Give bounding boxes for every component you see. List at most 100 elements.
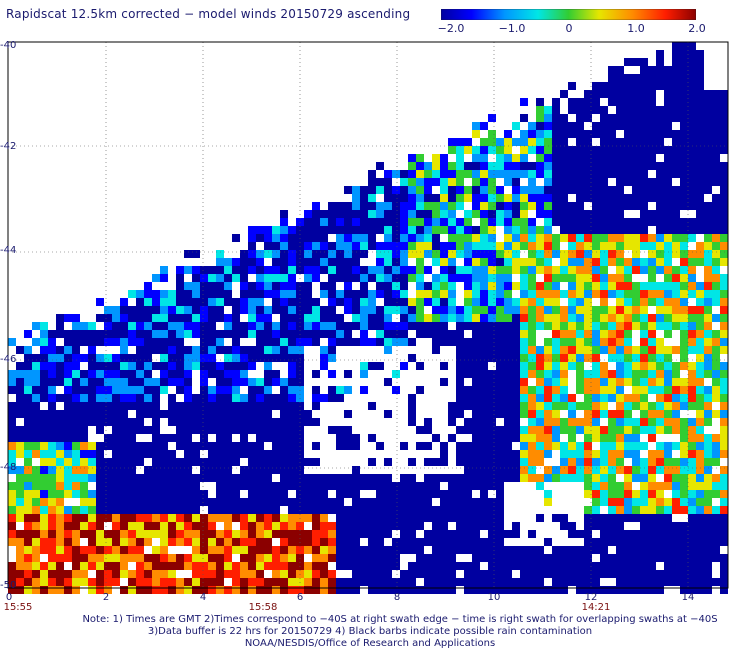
data-cell xyxy=(696,114,704,122)
data-cell xyxy=(40,498,48,506)
data-cell xyxy=(688,466,696,474)
data-cell xyxy=(512,434,520,442)
data-cell xyxy=(152,554,160,562)
data-cell xyxy=(64,394,72,402)
data-cell xyxy=(608,98,616,106)
data-cell xyxy=(216,370,224,378)
data-cell xyxy=(144,354,152,362)
data-cell xyxy=(56,506,64,514)
data-cell xyxy=(520,274,528,282)
data-cell xyxy=(632,226,640,234)
data-cell xyxy=(112,426,120,434)
data-cell xyxy=(448,178,456,186)
data-cell xyxy=(64,354,72,362)
data-cell xyxy=(472,258,480,266)
data-cell xyxy=(696,386,704,394)
data-cell xyxy=(96,410,104,418)
data-cell xyxy=(352,274,360,282)
data-cell xyxy=(128,474,136,482)
data-cell xyxy=(248,466,256,474)
data-cell xyxy=(256,418,264,426)
data-cell xyxy=(624,450,632,458)
data-cell xyxy=(632,354,640,362)
data-cell xyxy=(200,362,208,370)
data-cell xyxy=(632,130,640,138)
data-cell xyxy=(616,82,624,90)
data-cell xyxy=(96,546,104,554)
data-cell xyxy=(216,490,224,498)
data-cell xyxy=(224,386,232,394)
data-cell xyxy=(32,338,40,346)
data-cell xyxy=(424,506,432,514)
data-cell xyxy=(520,314,528,322)
data-cell xyxy=(128,338,136,346)
data-cell xyxy=(56,554,64,562)
data-cell xyxy=(344,530,352,538)
data-cell xyxy=(488,546,496,554)
data-cell xyxy=(480,402,488,410)
data-cell xyxy=(344,586,352,594)
data-cell xyxy=(496,162,504,170)
data-cell xyxy=(568,554,576,562)
data-cell xyxy=(536,386,544,394)
data-cell xyxy=(72,482,80,490)
data-cell xyxy=(592,282,600,290)
data-cell xyxy=(616,362,624,370)
data-cell xyxy=(704,490,712,498)
data-cell xyxy=(8,370,16,378)
data-cell xyxy=(144,346,152,354)
data-cell xyxy=(352,554,360,562)
data-cell xyxy=(432,210,440,218)
data-cell xyxy=(640,418,648,426)
data-cell xyxy=(88,386,96,394)
data-cell xyxy=(480,210,488,218)
data-cell xyxy=(136,562,144,570)
data-cell xyxy=(256,498,264,506)
data-cell xyxy=(456,394,464,402)
data-cell xyxy=(664,114,672,122)
data-cell xyxy=(608,202,616,210)
data-cell xyxy=(80,442,88,450)
data-cell xyxy=(672,82,680,90)
data-cell xyxy=(200,578,208,586)
data-cell xyxy=(664,242,672,250)
data-cell xyxy=(672,98,680,106)
data-cell xyxy=(104,586,112,594)
data-cell xyxy=(352,522,360,530)
data-cell xyxy=(160,538,168,546)
data-cell xyxy=(504,554,512,562)
data-cell xyxy=(184,554,192,562)
data-cell xyxy=(688,314,696,322)
data-cell xyxy=(656,586,664,594)
data-cell xyxy=(432,242,440,250)
data-cell xyxy=(584,330,592,338)
data-cell xyxy=(472,290,480,298)
data-cell xyxy=(592,178,600,186)
data-cell xyxy=(32,506,40,514)
data-cell xyxy=(672,162,680,170)
data-cell xyxy=(328,578,336,586)
data-cell xyxy=(216,426,224,434)
data-cell xyxy=(464,482,472,490)
data-cell xyxy=(608,146,616,154)
data-cell xyxy=(288,290,296,298)
data-cell xyxy=(712,298,720,306)
data-cell xyxy=(512,522,520,530)
data-cell xyxy=(240,562,248,570)
data-cell xyxy=(160,458,168,466)
data-cell xyxy=(224,482,232,490)
data-cell xyxy=(488,434,496,442)
data-cell xyxy=(504,338,512,346)
data-cell xyxy=(680,506,688,514)
data-cell xyxy=(664,370,672,378)
data-cell xyxy=(152,458,160,466)
data-cell xyxy=(672,50,680,58)
data-cell xyxy=(640,362,648,370)
data-cell xyxy=(680,42,688,50)
data-cell xyxy=(312,242,320,250)
data-cell xyxy=(376,274,384,282)
data-cell xyxy=(320,394,328,402)
data-cell xyxy=(640,114,648,122)
data-cell xyxy=(120,370,128,378)
data-cell xyxy=(336,586,344,594)
